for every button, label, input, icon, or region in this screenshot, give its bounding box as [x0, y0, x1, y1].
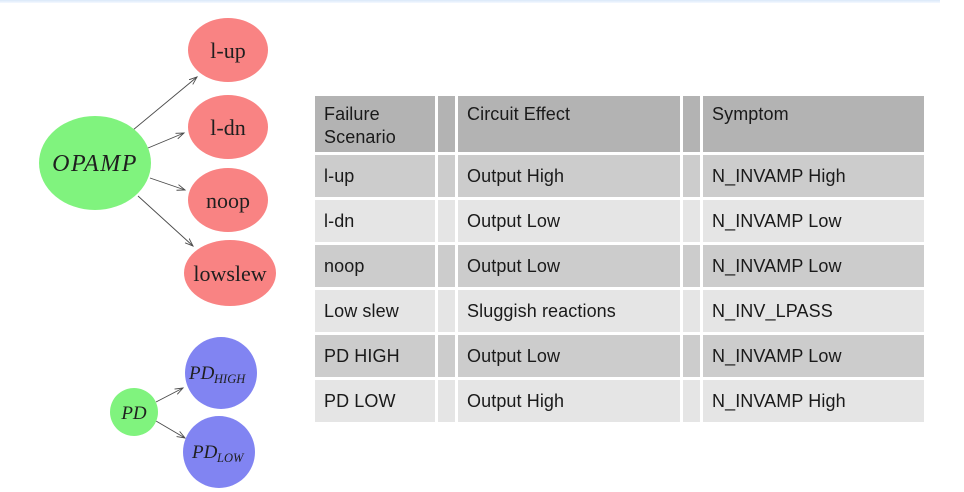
node-noop	[188, 168, 268, 232]
table-spacer-cell	[683, 96, 700, 152]
cell-symptom: N_INVAMP High	[703, 155, 924, 197]
cell-effect: Output Low	[458, 335, 680, 377]
cell-symptom: N_INVAMP Low	[703, 335, 924, 377]
cell-symptom: N_INVAMP High	[703, 380, 924, 422]
node-l-dn	[188, 95, 268, 159]
node-pd-low-label-base: PD	[191, 442, 218, 463]
node-pd-high-label-base: PD	[188, 363, 215, 384]
table-spacer-cell	[438, 290, 455, 332]
cell-symptom: N_INVAMP Low	[703, 245, 924, 287]
table-spacer-cell	[438, 245, 455, 287]
table-spacer-cell	[683, 245, 700, 287]
node-lowslew-label: lowslew	[193, 261, 266, 286]
cell-scenario: noop	[315, 245, 435, 287]
opamp-root-label: OPAMP	[52, 151, 138, 177]
table-spacer-cell	[438, 380, 455, 422]
node-l-dn-label: l-dn	[210, 115, 245, 140]
edge-opamp-noop	[149, 177, 185, 190]
table-spacer-cell	[438, 200, 455, 242]
header-failure-scenario: Failure Scenario	[315, 96, 435, 152]
edge-opamp-lowslew	[137, 195, 193, 246]
table-spacer-cell	[683, 155, 700, 197]
header-circuit-effect: Circuit Effect	[458, 96, 680, 152]
node-pd-low-label-sub: LOW	[216, 451, 245, 465]
opamp-root-node	[39, 116, 151, 210]
header-symptom: Symptom	[703, 96, 924, 152]
node-pd-low	[183, 416, 255, 488]
edge-opamp-lup	[132, 77, 197, 131]
cell-scenario: Low slew	[315, 290, 435, 332]
cell-symptom: N_INVAMP Low	[703, 200, 924, 242]
edge-pd-pdhigh	[155, 388, 183, 403]
node-l-up	[188, 18, 268, 82]
cell-scenario: PD LOW	[315, 380, 435, 422]
table-spacer-cell	[438, 335, 455, 377]
table-spacer-cell	[438, 155, 455, 197]
table-spacer-cell	[438, 96, 455, 152]
cell-effect: Output High	[458, 380, 680, 422]
table-spacer-cell	[683, 290, 700, 332]
pd-root-label: PD	[120, 403, 147, 424]
cell-scenario: PD HIGH	[315, 335, 435, 377]
top-edge-highlight	[0, 0, 940, 3]
cell-effect: Output Low	[458, 200, 680, 242]
cell-effect: Output High	[458, 155, 680, 197]
cell-symptom: N_INV_LPASS	[703, 290, 924, 332]
cell-scenario: l-up	[315, 155, 435, 197]
node-noop-label: noop	[206, 188, 250, 213]
node-l-up-label: l-up	[210, 38, 245, 63]
node-lowslew	[184, 240, 276, 306]
table-spacer-cell	[683, 380, 700, 422]
failure-tree-diagram: OPAMP l-up l-dn noop lowslew PD PD HIGH …	[39, 18, 276, 488]
edge-pd-pdlow	[155, 420, 185, 438]
table-spacer-cell	[683, 335, 700, 377]
cell-scenario: l-dn	[315, 200, 435, 242]
node-pd-high-label-sub: HIGH	[213, 372, 246, 386]
node-pd-high	[185, 337, 257, 409]
cell-effect: Sluggish reactions	[458, 290, 680, 332]
table-spacer-cell	[683, 200, 700, 242]
edge-opamp-ldn	[147, 133, 184, 149]
cell-effect: Output Low	[458, 245, 680, 287]
pd-root-node	[110, 388, 158, 436]
failure-scenario-table: Failure Scenario Circuit Effect Symptom …	[315, 96, 924, 422]
